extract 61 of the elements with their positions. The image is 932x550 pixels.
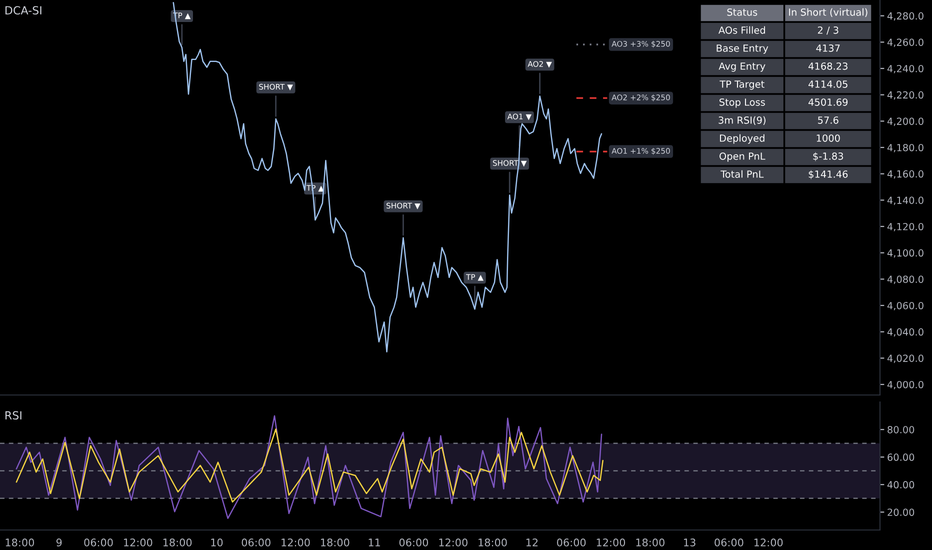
x-tick-label: 13 xyxy=(684,538,696,546)
x-tick-label: 18:00 xyxy=(478,538,507,546)
annotation: AOs Filled xyxy=(718,26,765,34)
y-tick-label: 4,240.0 xyxy=(887,64,924,74)
annotation: 4168.23 xyxy=(808,62,848,70)
x-tick-label: 11 xyxy=(368,538,380,546)
annotation: 3m RSI(9) xyxy=(718,116,766,125)
y-tick-label: 4,100.0 xyxy=(887,249,924,258)
annotation: 2 / 3 xyxy=(818,26,838,35)
annotation: Total PnL xyxy=(720,170,764,178)
y-tick-label: 20.00 xyxy=(888,508,914,516)
x-tick-label: 12:00 xyxy=(439,538,468,546)
x-tick-label: 18:00 xyxy=(6,538,34,546)
annotation: Deployed xyxy=(720,134,764,144)
y-tick-label: 80.00 xyxy=(888,426,914,434)
y-tick-label: 4,000.0 xyxy=(887,380,924,390)
annotation: Base Entry xyxy=(716,44,768,54)
y-tick-label: 60.00 xyxy=(888,454,914,461)
y-tick-label: 4,280.0 xyxy=(887,12,924,21)
y-tick-label: 4,200.0 xyxy=(887,118,924,126)
x-tick-label: 18:00 xyxy=(321,538,350,546)
annotation: TP Target xyxy=(720,80,764,90)
y-tick-label: 4,080.0 xyxy=(887,276,924,284)
annotation: 57.6 xyxy=(818,116,838,124)
annotation: 1000 xyxy=(816,134,840,142)
annotation: Open PnL xyxy=(720,152,766,162)
y-tick-label: 4,120.0 xyxy=(887,222,924,232)
x-tick-label: 12 xyxy=(526,538,538,546)
x-tick-label: 06:00 xyxy=(557,538,586,546)
x-tick-label: 12:00 xyxy=(124,538,152,546)
x-tick-label: 06:00 xyxy=(399,538,428,546)
y-tick-label: 4,140.0 xyxy=(887,196,924,205)
x-tick-label: 12:00 xyxy=(754,538,783,546)
chart-subtitle: DCA-SI xyxy=(5,6,42,15)
annotation: 4137 xyxy=(816,44,840,52)
annotation: 4114.05 xyxy=(808,80,848,88)
x-tick-label: 18:00 xyxy=(636,538,664,546)
x-tick-label: 18:00 xyxy=(163,538,192,546)
y-tick-label: 4,020.0 xyxy=(887,354,924,363)
annotation: Stop Loss xyxy=(720,98,765,108)
y-tick-label: 4,040.0 xyxy=(887,328,924,337)
annotation: In Short (virtual) xyxy=(789,8,868,17)
y-tick-label: 4,220.0 xyxy=(887,91,924,100)
x-tick-label: 12:00 xyxy=(596,538,626,546)
text: RSI xyxy=(5,411,22,420)
x-tick-label: 06:00 xyxy=(242,538,270,546)
annotation: Status xyxy=(727,8,758,16)
x-tick-label: 12:00 xyxy=(282,538,310,546)
y-tick-label: 4,060.0 xyxy=(887,302,924,310)
y-tick-label: 4,260.0 xyxy=(887,38,924,47)
annotation: 4501.69 xyxy=(808,98,848,106)
y-tick-label: 40.00 xyxy=(887,481,914,488)
x-tick-label: 06:00 xyxy=(84,538,113,546)
x-tick-label: 9 xyxy=(56,538,62,546)
x-tick-label: 06:00 xyxy=(714,538,744,546)
y-tick-label: 4,160.0 xyxy=(887,170,924,179)
y-tick-label: 4,180.0 xyxy=(887,144,924,152)
annotation: $141.46 xyxy=(808,170,848,180)
annotation: $-1.83 xyxy=(813,152,844,162)
annotation: Avg Entry xyxy=(718,62,766,72)
x-tick-label: 10 xyxy=(211,538,223,546)
